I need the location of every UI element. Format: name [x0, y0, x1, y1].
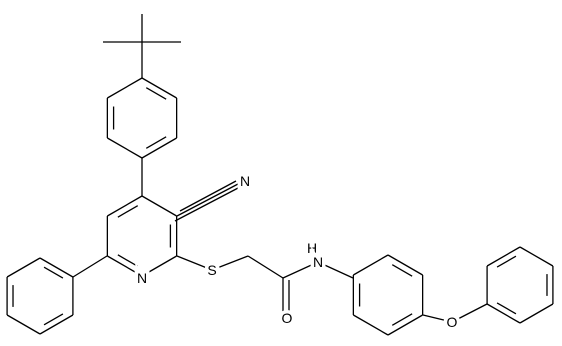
- bond: [211, 255, 249, 271]
- bond: [72, 255, 108, 278]
- bond: [176, 183, 239, 217]
- bond: [496, 302, 517, 315]
- bond: [39, 314, 74, 335]
- bond: [141, 195, 177, 217]
- bond: [141, 255, 177, 277]
- bond: [486, 303, 521, 324]
- oxygen-label: O: [447, 314, 458, 330]
- bond: [353, 254, 389, 276]
- bonds: [6, 14, 554, 336]
- bond: [486, 246, 521, 267]
- bond: [141, 137, 177, 159]
- nitrogen-label: N: [240, 173, 250, 189]
- bond: [247, 255, 284, 279]
- bond: [179, 180, 237, 212]
- bond: [176, 255, 213, 271]
- oxygen-label: O: [282, 310, 293, 326]
- bond: [422, 314, 453, 323]
- bond: [43, 266, 64, 279]
- bond: [282, 261, 319, 279]
- bond: [107, 77, 143, 99]
- bond: [107, 195, 143, 217]
- bond: [387, 254, 423, 276]
- bond: [391, 313, 413, 326]
- bond: [107, 137, 143, 159]
- bond: [39, 257, 74, 278]
- bond: [519, 246, 554, 267]
- bond: [145, 87, 167, 100]
- bond: [117, 205, 139, 218]
- bond: [174, 186, 241, 222]
- bond: [6, 257, 41, 278]
- bond: [519, 303, 554, 324]
- bond: [117, 254, 139, 267]
- hydrogen-label: H: [307, 240, 317, 256]
- bond: [43, 313, 64, 326]
- bond: [391, 264, 413, 277]
- bond: [141, 77, 177, 99]
- bond: [6, 314, 41, 335]
- bond: [145, 136, 167, 149]
- bond: [107, 255, 143, 277]
- bond: [387, 314, 423, 336]
- bond: [496, 255, 517, 268]
- bond: [451, 303, 488, 323]
- sulfur-label: S: [207, 262, 216, 278]
- nitrogen-label: N: [313, 254, 323, 270]
- bond: [353, 314, 389, 336]
- nitrogen-label: N: [137, 270, 147, 286]
- bond: [317, 261, 354, 279]
